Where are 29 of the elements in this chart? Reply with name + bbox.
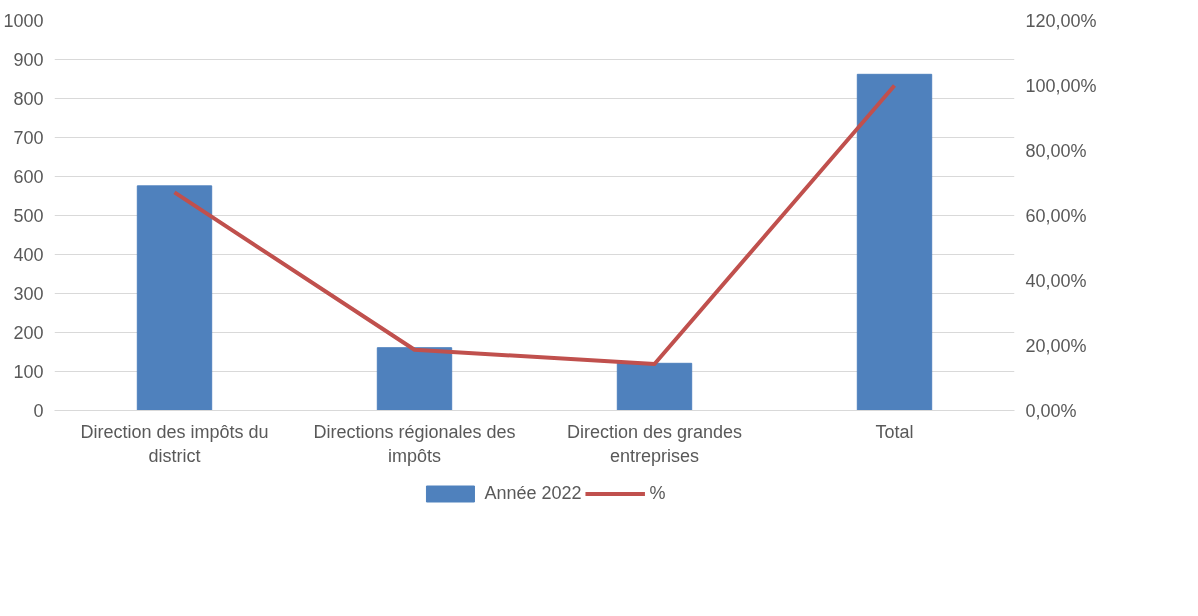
legend-label: Année 2022 xyxy=(484,482,582,504)
y2-tick-label: 0,00% xyxy=(1025,400,1077,421)
y-tick-label: 800 xyxy=(13,89,44,109)
y-tick-label: 1000 xyxy=(3,11,44,31)
y-tick-label: 400 xyxy=(13,245,44,265)
y-tick-label: 200 xyxy=(13,323,44,343)
y2-tick-label: 60,00% xyxy=(1025,205,1087,226)
y-tick-label: 700 xyxy=(13,128,44,148)
y2-tick-label: 120,00% xyxy=(1025,10,1097,31)
line-series xyxy=(172,83,897,367)
bar xyxy=(376,347,453,411)
y2-tick-label: 80,00% xyxy=(1025,140,1087,161)
bar xyxy=(856,73,933,411)
x-tick-label: Directions régionales des impôts xyxy=(313,421,516,466)
y2-tick-label: 100,00% xyxy=(1025,75,1097,96)
y-tick-label: 300 xyxy=(13,284,44,304)
x-tick-label: Total xyxy=(875,421,914,442)
y-tick-label: 900 xyxy=(13,50,44,70)
y-tick-label: 500 xyxy=(13,206,44,226)
y-tick-label: 100 xyxy=(13,362,44,382)
y2-tick-label: 40,00% xyxy=(1025,270,1087,291)
y-tick-label: 600 xyxy=(13,167,44,187)
y2-tick-label: 20,00% xyxy=(1025,335,1087,356)
y-tick-label: 0 xyxy=(33,401,44,421)
legend-label: % xyxy=(649,482,667,504)
bar xyxy=(616,362,693,411)
bar xyxy=(136,185,213,411)
x-tick-label: Direction des impôts du district xyxy=(80,421,269,466)
x-tick-label: Direction des grandes entreprises xyxy=(566,421,743,466)
